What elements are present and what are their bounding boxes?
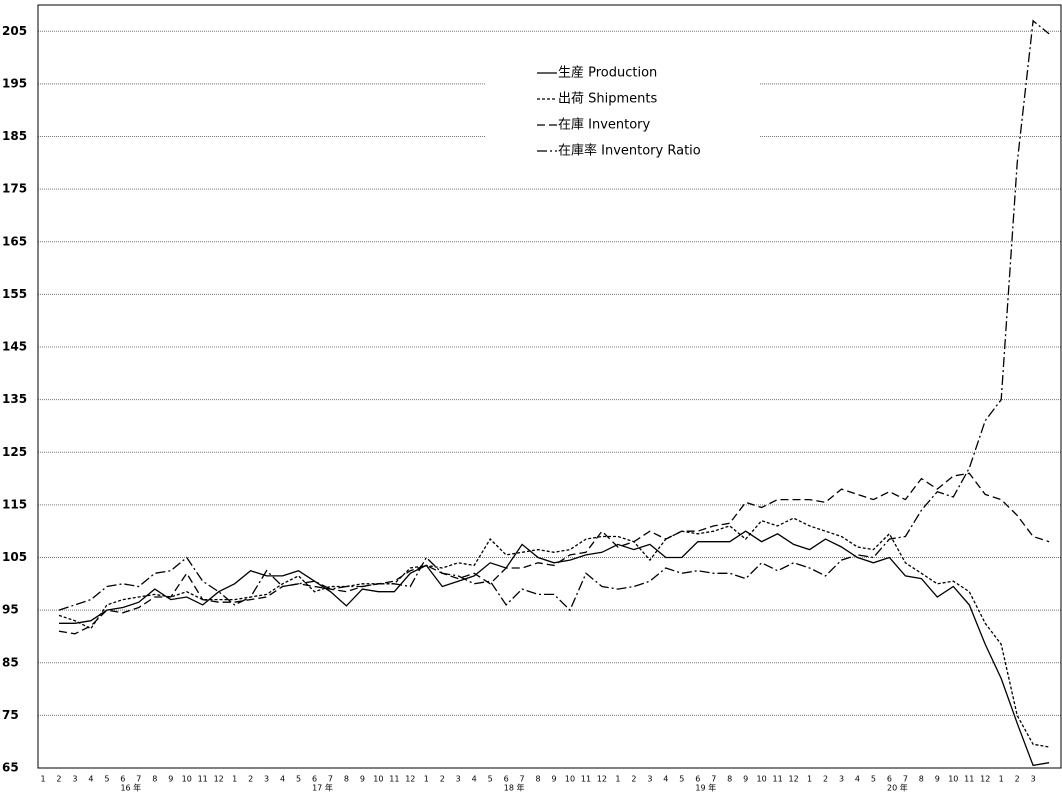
x-tick-label: 5 [871, 775, 876, 784]
legend-label: 在庫 Inventory [558, 118, 651, 133]
x-tick-label: 7 [711, 775, 716, 784]
y-tick-label: 105 [2, 550, 27, 564]
legend-label: 出荷 Shipments [558, 92, 657, 107]
legend-box [485, 60, 760, 182]
x-tick-label: 9 [360, 775, 365, 784]
y-tick-label: 185 [2, 129, 27, 143]
x-tick-label: 4 [472, 775, 477, 784]
x-tick-label: 11 [389, 775, 399, 784]
x-tick-label: 1 [999, 775, 1004, 784]
x-tick-label: 11 [198, 775, 208, 784]
x-tick-label: 5 [296, 775, 301, 784]
x-tick-label: 3 [72, 775, 77, 784]
x-tick-label: 2 [56, 775, 61, 784]
x-tick-label: 12 [214, 775, 224, 784]
x-tick-label: 3 [456, 775, 461, 784]
x-tick-label: 1 [424, 775, 429, 784]
y-tick-label: 85 [2, 655, 19, 669]
x-tick-label: 1 [615, 775, 620, 784]
x-tick-label: 12 [597, 775, 607, 784]
y-tick-label: 65 [2, 761, 19, 775]
x-tick-label: 6 [887, 775, 892, 784]
x-tick-label: 3 [264, 775, 269, 784]
x-tick-label: 5 [679, 775, 684, 784]
series-line [58, 19, 1050, 612]
x-tick-label: 2 [631, 775, 636, 784]
x-tick-label: 3 [839, 775, 844, 784]
y-tick-label: 155 [2, 287, 27, 301]
x-tick-label: 8 [152, 775, 157, 784]
x-tick-label: 1 [807, 775, 812, 784]
year-label: 16 年 [120, 783, 141, 793]
x-tick-label: 12 [980, 775, 990, 784]
year-label: 19 年 [695, 783, 716, 793]
x-tick-label: 10 [757, 775, 767, 784]
series-line [58, 517, 1050, 748]
x-tick-label: 12 [405, 775, 415, 784]
x-tick-label: 2 [248, 775, 253, 784]
x-tick-label: 11 [581, 775, 591, 784]
x-tick-label: 9 [551, 775, 556, 784]
x-tick-label: 1 [40, 775, 45, 784]
x-tick-label: 4 [280, 775, 285, 784]
x-tick-label: 12 [788, 775, 798, 784]
legend-label: 生産 Production [558, 65, 657, 81]
x-tick-label: 10 [565, 775, 575, 784]
year-label: 17 年 [312, 783, 333, 793]
x-tick-label: 5 [104, 775, 109, 784]
x-tick-label: 10 [182, 775, 192, 784]
series-line [58, 472, 1050, 635]
x-tick-label: 8 [727, 775, 732, 784]
y-tick-label: 125 [2, 445, 27, 459]
x-tick-label: 8 [344, 775, 349, 784]
x-tick-label: 9 [168, 775, 173, 784]
x-tick-label: 11 [773, 775, 783, 784]
x-tick-label: 10 [373, 775, 383, 784]
x-tick-label: 11 [964, 775, 974, 784]
x-tick-label: 6 [120, 775, 125, 784]
x-tick-label: 6 [312, 775, 317, 784]
x-tick-label: 4 [855, 775, 860, 784]
x-tick-label: 7 [520, 775, 525, 784]
x-tick-label: 1 [232, 775, 237, 784]
x-tick-label: 7 [136, 775, 141, 784]
legend-label: 在庫率 Inventory Ratio [558, 143, 701, 159]
y-tick-label: 95 [2, 603, 19, 617]
series-line [59, 530, 1050, 767]
x-tick-label: 9 [743, 775, 748, 784]
x-tick-label: 4 [88, 775, 93, 784]
x-tick-label: 7 [328, 775, 333, 784]
x-tick-label: 2 [440, 775, 445, 784]
x-tick-label: 3 [1031, 775, 1036, 784]
y-tick-label: 75 [2, 708, 19, 722]
x-tick-label: 6 [504, 775, 509, 784]
x-tick-label: 6 [695, 775, 700, 784]
y-tick-label: 165 [2, 234, 27, 248]
x-tick-label: 9 [935, 775, 940, 784]
y-tick-label: 145 [2, 340, 27, 354]
y-tick-label: 115 [2, 497, 27, 511]
y-tick-label: 135 [2, 392, 27, 406]
plot-frame [37, 4, 1062, 769]
x-tick-label: 3 [647, 775, 652, 784]
x-tick-label: 2 [823, 775, 828, 784]
x-tick-label: 4 [663, 775, 668, 784]
y-tick-label: 205 [2, 24, 27, 38]
x-tick-label: 2 [1015, 775, 1020, 784]
x-tick-label: 5 [488, 775, 493, 784]
y-tick-label: 175 [2, 182, 27, 196]
x-tick-label: 8 [536, 775, 541, 784]
y-tick-label: 195 [2, 76, 27, 90]
year-label: 18 年 [504, 783, 525, 793]
year-label: 20 年 [887, 783, 908, 793]
x-tick-label: 10 [948, 775, 958, 784]
x-tick-label: 7 [903, 775, 908, 784]
x-tick-label: 8 [919, 775, 924, 784]
